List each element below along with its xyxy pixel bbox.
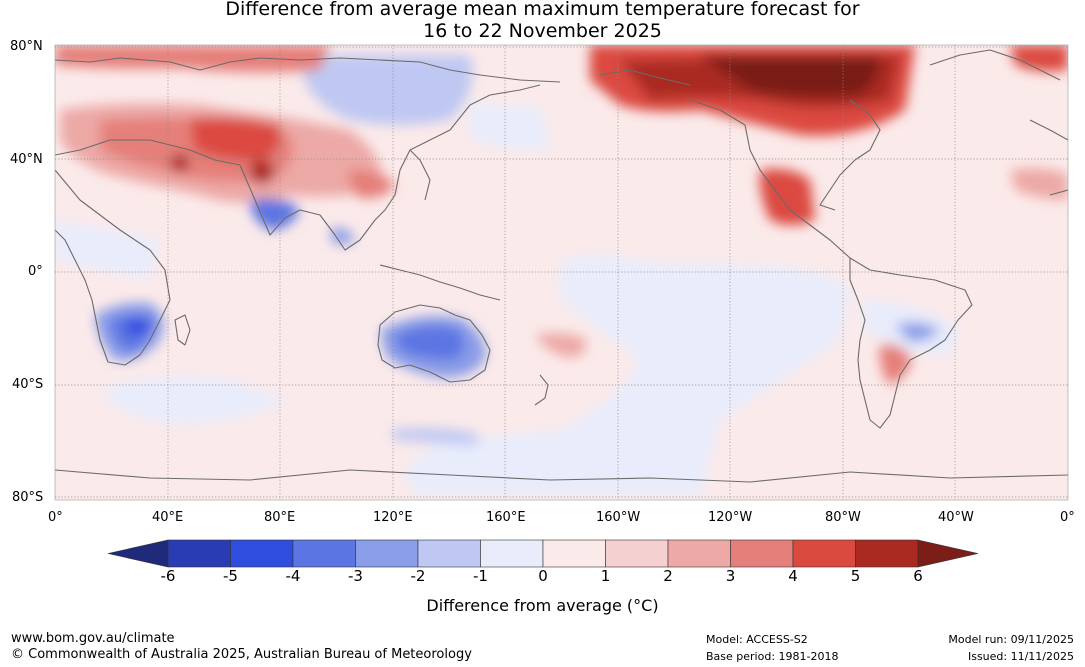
colorbar-tick-label: 0: [538, 567, 548, 585]
coastlines: [55, 49, 1068, 483]
lat-label-40n: 40°N: [10, 152, 43, 167]
colorbar-segment: [292, 539, 356, 568]
colorbar-tick-label: 3: [725, 567, 736, 585]
colorbar-segment: [230, 539, 294, 568]
website-link[interactable]: www.bom.gov.au/climate: [11, 631, 175, 646]
map-title-line-1: Difference from average mean maximum tem…: [225, 0, 860, 20]
model-name: Model: ACCESS-S2: [706, 633, 808, 646]
lon-label-0-left: 0°: [48, 510, 63, 525]
anomaly-field: [55, 45, 1068, 500]
lon-label-80w: 80°W: [825, 510, 861, 525]
colorbar-segment: [792, 539, 856, 568]
lon-label-120w: 120°W: [708, 510, 753, 525]
colorbar-segment: [605, 539, 669, 568]
colorbar-segment: [480, 539, 544, 568]
colorbar-tick-label: 1: [600, 567, 611, 585]
lon-label-40w: 40°W: [938, 510, 974, 525]
lon-label-0-right: 0°: [1060, 510, 1075, 525]
base-period: Base period: 1981-2018: [706, 650, 839, 663]
graticule: [55, 45, 1068, 500]
colorbar-extend-min: [107, 539, 169, 568]
colorbar-segment: [167, 539, 231, 568]
colorbar-segment: [542, 539, 606, 568]
colorbar-segment: [730, 539, 794, 568]
colorbar-tick-label: -4: [285, 567, 301, 585]
colorbar-tick-label: -2: [410, 567, 426, 585]
lat-label-equator: 0°: [28, 264, 43, 279]
colorbar-tick-label: -5: [223, 567, 238, 585]
colorbar: [107, 539, 979, 568]
map-title-line-2: 16 to 22 November 2025: [423, 20, 662, 42]
copyright-notice: © Commonwealth of Australia 2025, Austra…: [11, 647, 472, 662]
lon-label-40e: 40°E: [152, 510, 184, 525]
lat-label-80n: 80°N: [10, 39, 43, 54]
colorbar-tick-label: 6: [913, 567, 923, 585]
colorbar-label: Difference from average (°C): [426, 596, 659, 615]
colorbar-tick-label: -3: [348, 567, 363, 585]
lon-label-160e: 160°E: [486, 510, 526, 525]
colorbar-segment: [355, 539, 419, 568]
colorbar-tick-label: 5: [850, 567, 861, 585]
colorbar-segment: [855, 539, 919, 568]
colorbar-segment: [667, 539, 731, 568]
colorbar-tick-label: -6: [160, 567, 176, 585]
lat-label-40s: 40°S: [12, 377, 44, 392]
colorbar-tick-label: 2: [663, 567, 673, 585]
lat-label-80s: 80°S: [12, 490, 44, 505]
colorbar-tick-label: -1: [473, 567, 488, 585]
model-run-date: Model run: 09/11/2025: [948, 633, 1074, 646]
colorbar-segment: [417, 539, 481, 568]
lon-label-160w: 160°W: [596, 510, 641, 525]
colorbar-tick-label: 4: [788, 567, 798, 585]
lon-label-80e: 80°E: [264, 510, 296, 525]
issued-date: Issued: 11/11/2025: [967, 650, 1074, 663]
lon-label-120e: 120°E: [373, 510, 413, 525]
colorbar-extend-max: [917, 539, 979, 568]
